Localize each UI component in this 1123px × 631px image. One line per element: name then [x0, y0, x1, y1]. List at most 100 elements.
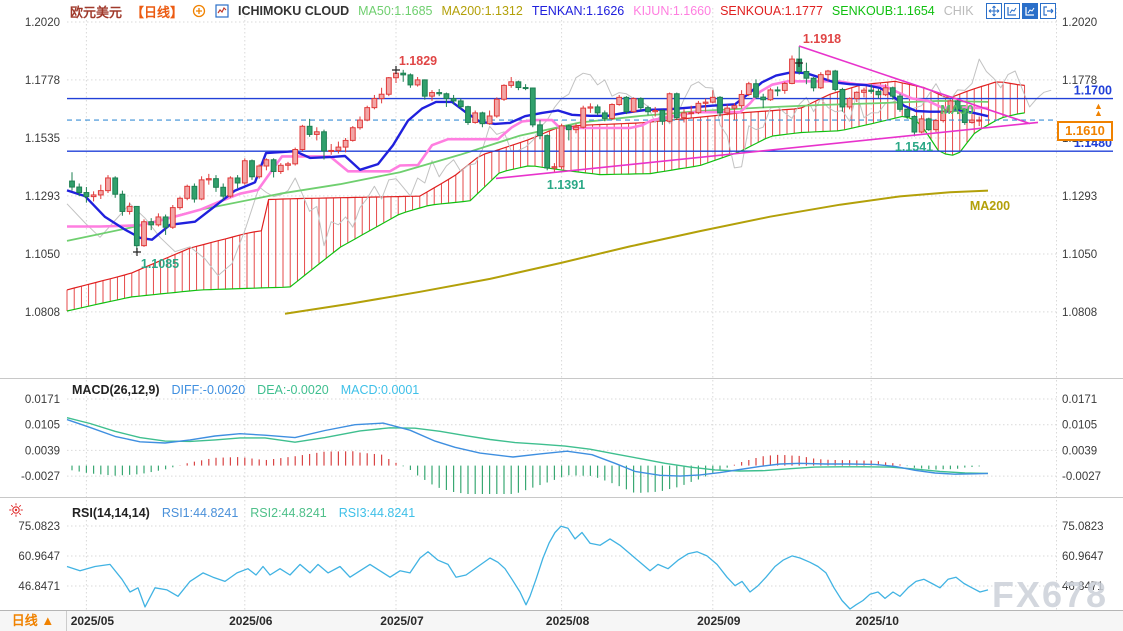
candle-body: [479, 112, 486, 125]
y-axis-label-right: 1.1778: [1062, 75, 1097, 87]
candle-body: [198, 179, 205, 200]
chikou-label: CHIK: [943, 4, 974, 18]
candle-body: [803, 71, 810, 79]
candle-body: [148, 221, 155, 226]
candle-body: [565, 125, 572, 131]
candle-body: [141, 221, 147, 247]
y-axis-label-right: 1.1293: [1062, 191, 1097, 203]
candle-body: [724, 107, 731, 114]
candle-body: [961, 108, 968, 123]
candle-body: [861, 89, 867, 93]
candle-body: [587, 106, 594, 109]
senkoua-value: SENKOUA:1.1777: [720, 4, 823, 18]
candle-body: [774, 89, 781, 92]
period-selector-button[interactable]: 日线 ▲: [0, 611, 67, 631]
candle-body: [558, 125, 565, 168]
macd-axis-label-left: -0.0027: [21, 471, 60, 483]
exit-icon[interactable]: [1040, 3, 1056, 19]
candle-body: [486, 115, 493, 125]
candle-body: [630, 98, 637, 113]
candle-body: [263, 159, 270, 167]
macd-axis-label-left: 0.0171: [25, 394, 60, 406]
candle-body: [126, 205, 133, 212]
candle-body: [637, 98, 644, 109]
x-axis-month-label: 2025/09: [697, 614, 741, 628]
candle-body: [515, 81, 522, 89]
candle-body: [385, 77, 392, 95]
candle-body: [335, 146, 342, 151]
candle-body: [933, 120, 939, 131]
x-axis-month-label: 2025/05: [70, 614, 115, 628]
price-annotation: 1.1085: [141, 257, 179, 271]
tenkan-value: TENKAN:1.1626: [531, 4, 625, 18]
price-up-arrows-icon: ▲ ▲: [1094, 101, 1103, 118]
rsi3-value: RSI3:44.8241: [338, 506, 416, 520]
candle-body: [781, 82, 788, 91]
candle-body: [544, 135, 551, 169]
candle-body: [313, 131, 320, 135]
candle-body: [321, 131, 327, 152]
trendline: [495, 121, 1039, 180]
candle-body: [69, 180, 75, 188]
candle-body: [652, 110, 659, 113]
chikou-line: [66, 58, 1052, 277]
candle-body: [241, 160, 248, 184]
symbol-name: 欧元美元: [70, 4, 123, 20]
candle-body: [760, 96, 767, 101]
candle-body: [349, 127, 356, 141]
candle-body: [119, 193, 126, 212]
chart-type-icon[interactable]: [215, 4, 229, 18]
candle-body: [594, 106, 601, 114]
candle-body: [853, 91, 860, 100]
candle-body: [227, 177, 234, 197]
candle-body: [940, 111, 947, 122]
price-annotation: 1.1391: [547, 178, 585, 192]
indicator-settings-icon[interactable]: [6, 500, 26, 520]
candle-body: [501, 84, 507, 100]
y-axis-label-left: 1.2020: [25, 17, 60, 29]
rsi-axis-label-left: 75.0823: [18, 521, 60, 533]
macd-title: MACD(26,12,9): [72, 383, 160, 397]
candle-body: [897, 95, 903, 110]
candle-body: [457, 100, 464, 108]
candle-body: [868, 89, 875, 92]
x-axis-month-label: 2025/06: [229, 614, 273, 628]
ma50-value: MA50:1.1685: [358, 4, 433, 18]
candle-body: [436, 92, 443, 95]
axis-fit-icon[interactable]: [1004, 3, 1020, 19]
candle-body: [681, 112, 687, 119]
candle-body: [493, 98, 500, 117]
candle-body: [947, 100, 954, 113]
candle-body: [882, 87, 889, 96]
candle-body: [76, 186, 83, 194]
candle-body: [342, 139, 349, 148]
candle-body: [753, 83, 759, 98]
trendline: [798, 45, 1031, 125]
candle-body: [213, 178, 219, 188]
rsi-axis-label-right: 75.0823: [1062, 521, 1104, 533]
candle-body: [846, 98, 853, 108]
ma200-value: MA200:1.1312: [441, 4, 523, 18]
cross-marker: [133, 248, 141, 256]
candle-body: [731, 105, 738, 109]
x-axis-month-label: 2025/07: [380, 614, 424, 628]
rsi-header: RSI(14,14,14) RSI1:44.8241 RSI2:44.8241 …: [72, 505, 415, 521]
rsi-line: [66, 525, 989, 610]
candle-body: [249, 160, 255, 178]
macd-axis-label-right: 0.0171: [1062, 394, 1097, 406]
candle-body: [537, 124, 543, 137]
candle-body: [918, 118, 925, 133]
chart-toolbar: [986, 3, 1056, 19]
candle-body: [580, 107, 587, 128]
rsi-axis-label-left: 60.9647: [18, 551, 60, 563]
candle-body: [285, 163, 291, 166]
y-axis-label-left: 1.1778: [25, 75, 60, 87]
add-indicator-icon[interactable]: [192, 4, 206, 18]
candle-body: [976, 119, 983, 122]
x-axis-month-label: 2025/08: [545, 614, 590, 628]
pan-icon[interactable]: [986, 3, 1002, 19]
macd-macd-value: MACD:0.0001: [340, 383, 420, 397]
candle-body: [839, 88, 846, 108]
ma200-line: [284, 189, 989, 315]
auto-scale-icon[interactable]: [1022, 3, 1038, 19]
